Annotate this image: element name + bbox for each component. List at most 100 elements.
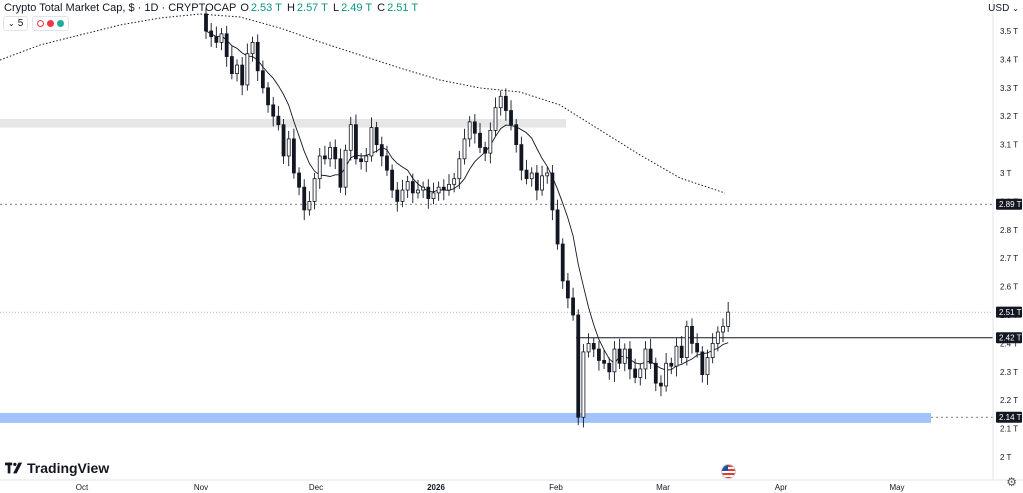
y-tick-label: 3.2 T	[1000, 112, 1018, 121]
candle-body	[266, 87, 270, 106]
tradingview-logo-icon	[5, 462, 23, 474]
candle	[514, 119, 519, 153]
candle-body	[710, 342, 715, 358]
status-circle-icon	[37, 20, 45, 27]
candle-body	[529, 172, 534, 180]
candle-body	[514, 124, 519, 146]
candle-body	[235, 64, 239, 75]
candle-body	[245, 53, 250, 86]
market-status-chip[interactable]	[32, 16, 70, 31]
candle	[271, 96, 276, 127]
candle	[400, 179, 405, 208]
candle	[441, 179, 446, 201]
candle-body	[436, 186, 441, 194]
candle	[385, 145, 389, 176]
candle	[291, 128, 296, 179]
candle-body	[312, 178, 317, 202]
candle-body	[276, 115, 281, 126]
candle-body	[302, 186, 307, 211]
candle	[462, 128, 467, 165]
candle-body	[421, 186, 426, 191]
candle	[581, 343, 586, 428]
indicator-count: 5	[17, 18, 24, 29]
candle	[240, 57, 245, 96]
candle-body	[338, 158, 343, 188]
candle	[622, 343, 627, 372]
candle-body	[364, 155, 369, 163]
candle	[612, 341, 617, 383]
candle	[710, 333, 715, 364]
candle	[405, 175, 410, 198]
candle-body	[591, 342, 596, 350]
candle	[354, 114, 358, 165]
candle-body	[488, 129, 493, 154]
candle-body	[607, 362, 612, 373]
candle	[229, 46, 234, 80]
candle-body	[354, 124, 358, 160]
y-tick-label: 3 T	[1000, 169, 1012, 178]
candle	[669, 357, 674, 375]
candle-body	[628, 348, 632, 370]
candle-body	[286, 138, 291, 157]
price-tag-label: 2.42 T	[999, 334, 1022, 343]
indicator-count-chip[interactable]: ⌄ 5	[3, 16, 29, 31]
candle	[679, 336, 684, 364]
candle-body	[493, 107, 498, 131]
candle-body	[555, 209, 560, 245]
open-label: O	[240, 2, 249, 14]
candle	[653, 357, 658, 392]
y-tick-label: 3.4 T	[1000, 55, 1018, 64]
candle	[545, 167, 550, 184]
candle	[224, 25, 229, 67]
candle	[478, 123, 482, 154]
brand-name: TradingView	[27, 460, 110, 476]
price-tag-bg	[996, 198, 1022, 210]
candle-body	[255, 41, 260, 72]
candle-body	[405, 181, 410, 191]
currency-selector[interactable]: USD ⌄	[988, 3, 1019, 14]
candle	[219, 28, 224, 51]
settings-gear-icon[interactable]: ⚙	[1006, 475, 1017, 489]
candle-body	[674, 345, 679, 367]
candle-body	[617, 348, 622, 364]
candle	[498, 90, 503, 116]
candle-body	[695, 342, 700, 353]
candle-body	[509, 110, 513, 126]
candle-body	[721, 325, 725, 333]
status-dot-icon	[47, 20, 55, 27]
candle-body	[726, 311, 731, 327]
candle	[591, 337, 596, 358]
candle-body	[379, 144, 384, 157]
candle-body	[581, 351, 586, 418]
candle-body	[385, 155, 389, 171]
ma-long-line	[0, 13, 726, 194]
candle	[333, 139, 338, 170]
candle	[374, 121, 379, 153]
candle-body	[400, 189, 405, 202]
candle-body	[472, 121, 477, 134]
candle-body	[560, 243, 565, 282]
candle-body	[323, 155, 327, 160]
tradingview-logo[interactable]: TradingView	[5, 460, 109, 476]
candle	[700, 346, 705, 383]
high-value: 2.57 T	[296, 2, 328, 14]
candle	[302, 179, 307, 221]
candle	[245, 43, 250, 91]
candle	[348, 116, 353, 161]
candle	[276, 105, 281, 131]
candle	[281, 119, 286, 164]
us-flag-icon[interactable]	[721, 464, 736, 479]
candle	[643, 341, 648, 380]
symbol-title[interactable]: Crypto Total Market Cap, $ · 1D · CRYPTO…	[4, 2, 237, 14]
candle-body	[467, 121, 472, 140]
candle	[519, 136, 524, 181]
candle	[260, 60, 265, 94]
candle	[509, 100, 513, 131]
candle-body	[359, 158, 364, 163]
candle-body	[612, 348, 617, 373]
candle	[534, 165, 539, 201]
candle-body	[462, 138, 467, 160]
candle	[555, 199, 560, 250]
candle-body	[307, 200, 312, 211]
